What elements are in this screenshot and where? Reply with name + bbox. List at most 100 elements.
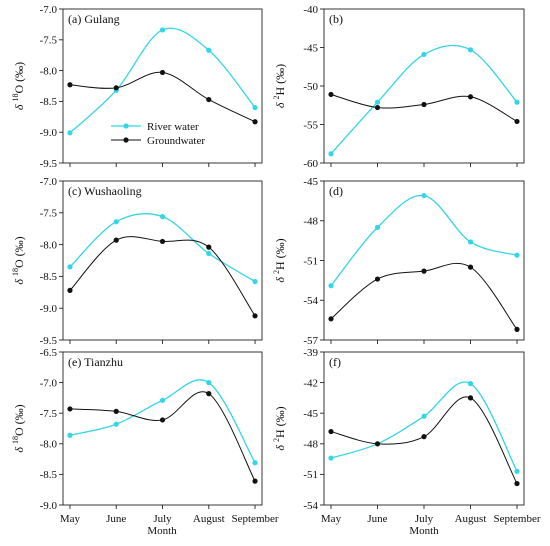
- data-point-groundwater: [206, 391, 212, 397]
- y-tick-label: -9.0: [40, 500, 58, 512]
- data-point-groundwater: [67, 82, 73, 88]
- x-tick-label: June: [106, 513, 126, 525]
- data-point-river-water: [252, 460, 258, 466]
- data-point-groundwater: [374, 104, 381, 111]
- y-axis-title: δ 2H (‰): [272, 406, 287, 450]
- data-point-river-water: [67, 264, 73, 270]
- data-point-river-water: [421, 51, 427, 58]
- data-point-river-water: [159, 27, 166, 33]
- y-tick-label: -8.0: [40, 239, 58, 251]
- data-point-groundwater: [113, 408, 119, 414]
- data-point-groundwater: [159, 238, 166, 245]
- data-point-groundwater: [328, 316, 334, 322]
- data-point-river-water: [514, 252, 520, 258]
- y-tick-label: -9.0: [40, 127, 58, 139]
- y-axis-title: δ 2H (‰): [272, 238, 287, 282]
- x-axis-title-left: Month: [147, 525, 177, 537]
- data-point-river-water: [467, 239, 474, 245]
- data-point-groundwater: [467, 395, 474, 401]
- y-tick-label: -39: [303, 347, 318, 359]
- data-point-groundwater: [67, 406, 73, 412]
- y-tick-label: -48: [303, 216, 318, 228]
- y-tick-label: -8.0: [40, 65, 58, 77]
- x-tick-label: May: [60, 513, 81, 525]
- series-line-groundwater: [69, 391, 256, 482]
- data-point-river-water: [206, 47, 212, 53]
- data-point-river-water: [113, 421, 119, 427]
- data-point-river-water: [328, 283, 334, 289]
- legend-marker-groundwater: [123, 137, 129, 143]
- x-tick-label: July: [415, 513, 434, 525]
- series-line-river-water: [330, 381, 518, 472]
- data-point-groundwater: [514, 118, 520, 125]
- y-axis-title: δ 2H (‰): [272, 64, 287, 108]
- y-tick-label: -45: [303, 42, 318, 54]
- data-point-groundwater: [421, 268, 427, 274]
- data-point-river-water: [514, 99, 520, 105]
- y-tick-label: -54: [303, 295, 318, 307]
- y-tick-label: -51: [303, 255, 318, 267]
- data-point-river-water: [514, 468, 520, 474]
- data-point-river-water: [206, 380, 212, 386]
- data-point-groundwater: [421, 101, 427, 108]
- data-point-groundwater: [421, 434, 427, 440]
- y-axis-title: δ 18O (‰): [11, 404, 26, 452]
- data-point-river-water: [421, 192, 427, 199]
- y-tick-label: -9.0: [40, 303, 58, 315]
- data-point-river-water: [206, 250, 212, 257]
- legend-label-river-water: River water: [147, 121, 199, 133]
- y-tick-label: -45: [303, 176, 318, 188]
- chart-panel-4: -45 -48 -51 -54 -57 (d) δ 2H (‰): [272, 176, 525, 347]
- data-point-river-water: [467, 47, 474, 53]
- y-tick-label: -57: [303, 335, 318, 347]
- x-axis-title-group: Month Month: [147, 525, 439, 537]
- data-point-groundwater: [113, 237, 119, 243]
- data-point-groundwater: [467, 94, 474, 100]
- y-tick-label: -40: [303, 4, 318, 16]
- y-tick-label: -48: [303, 439, 318, 451]
- legend-label-groundwater: Groundwater: [147, 135, 205, 147]
- data-point-groundwater: [328, 428, 334, 435]
- panel-title: (f): [329, 355, 341, 369]
- y-tick-label: -8.0: [40, 439, 58, 451]
- y-tick-label: -42: [303, 377, 318, 389]
- y-tick-label: -7.5: [40, 208, 58, 220]
- data-point-river-water: [159, 397, 166, 403]
- data-point-groundwater: [67, 287, 73, 293]
- data-point-groundwater: [374, 441, 381, 447]
- data-point-river-water: [113, 219, 119, 225]
- y-tick-label: -7.5: [40, 408, 58, 420]
- data-point-groundwater: [514, 326, 520, 332]
- y-tick-label: -7.0: [40, 377, 58, 389]
- data-point-groundwater: [252, 313, 258, 319]
- x-tick-label: September: [232, 513, 279, 525]
- chart-panel-1: -7.0 -7.5 -8.0 -8.5 -9.0 -9.5 (a) Gulang δ 18O …: [11, 4, 263, 170]
- data-point-river-water: [328, 151, 334, 157]
- x-tick-label: May: [321, 513, 342, 525]
- data-point-groundwater: [206, 244, 212, 250]
- data-point-river-water: [374, 224, 381, 230]
- data-point-river-water: [374, 99, 381, 105]
- panel-title: (e) Tianzhu: [68, 355, 123, 369]
- data-point-river-water: [252, 278, 258, 285]
- y-tick-label: -8.5: [40, 96, 58, 108]
- y-tick-label: -9.5: [40, 158, 58, 170]
- data-point-groundwater: [328, 91, 334, 98]
- panel-title: (a) Gulang: [68, 12, 120, 26]
- data-point-groundwater: [467, 264, 474, 270]
- x-tick-label: June: [367, 513, 387, 525]
- y-tick-label: -9.5: [40, 335, 58, 347]
- data-point-river-water: [252, 104, 258, 111]
- x-axis-title-right: Month: [409, 525, 439, 537]
- data-point-groundwater: [206, 96, 212, 103]
- y-tick-label: -8.5: [40, 271, 58, 283]
- y-tick-label: -6.5: [40, 347, 58, 359]
- data-point-river-water: [67, 130, 73, 136]
- data-point-river-water: [159, 214, 166, 220]
- y-tick-label: -7.5: [40, 35, 58, 47]
- data-point-river-water: [328, 455, 334, 461]
